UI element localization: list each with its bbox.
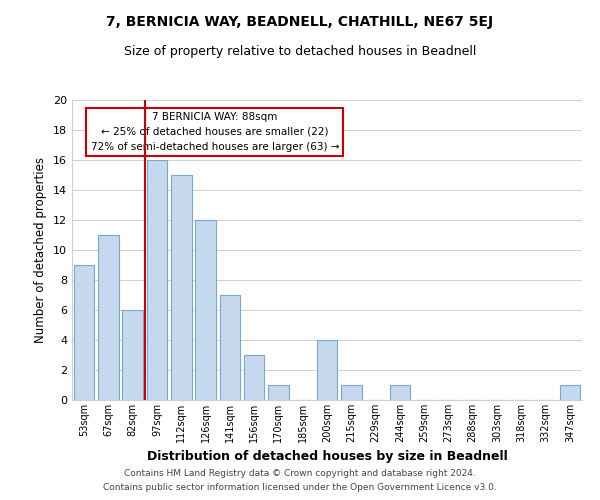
Bar: [195, 220, 216, 400]
Text: Contains HM Land Registry data © Crown copyright and database right 2024.: Contains HM Land Registry data © Crown c…: [124, 468, 476, 477]
Text: Size of property relative to detached houses in Beadnell: Size of property relative to detached ho…: [124, 45, 476, 58]
Text: 7 BERNICIA WAY: 88sqm
← 25% of detached houses are smaller (22)
72% of semi-deta: 7 BERNICIA WAY: 88sqm ← 25% of detached …: [91, 112, 339, 152]
Bar: [122, 310, 143, 400]
Bar: [560, 385, 580, 400]
Bar: [244, 355, 265, 400]
Bar: [317, 340, 337, 400]
Bar: [389, 385, 410, 400]
Bar: [220, 295, 240, 400]
Bar: [341, 385, 362, 400]
Bar: [146, 160, 167, 400]
Text: 7, BERNICIA WAY, BEADNELL, CHATHILL, NE67 5EJ: 7, BERNICIA WAY, BEADNELL, CHATHILL, NE6…: [106, 15, 494, 29]
Text: Contains public sector information licensed under the Open Government Licence v3: Contains public sector information licen…: [103, 484, 497, 492]
Bar: [74, 265, 94, 400]
Bar: [171, 175, 191, 400]
Y-axis label: Number of detached properties: Number of detached properties: [34, 157, 47, 343]
Bar: [98, 235, 119, 400]
X-axis label: Distribution of detached houses by size in Beadnell: Distribution of detached houses by size …: [146, 450, 508, 464]
Bar: [268, 385, 289, 400]
